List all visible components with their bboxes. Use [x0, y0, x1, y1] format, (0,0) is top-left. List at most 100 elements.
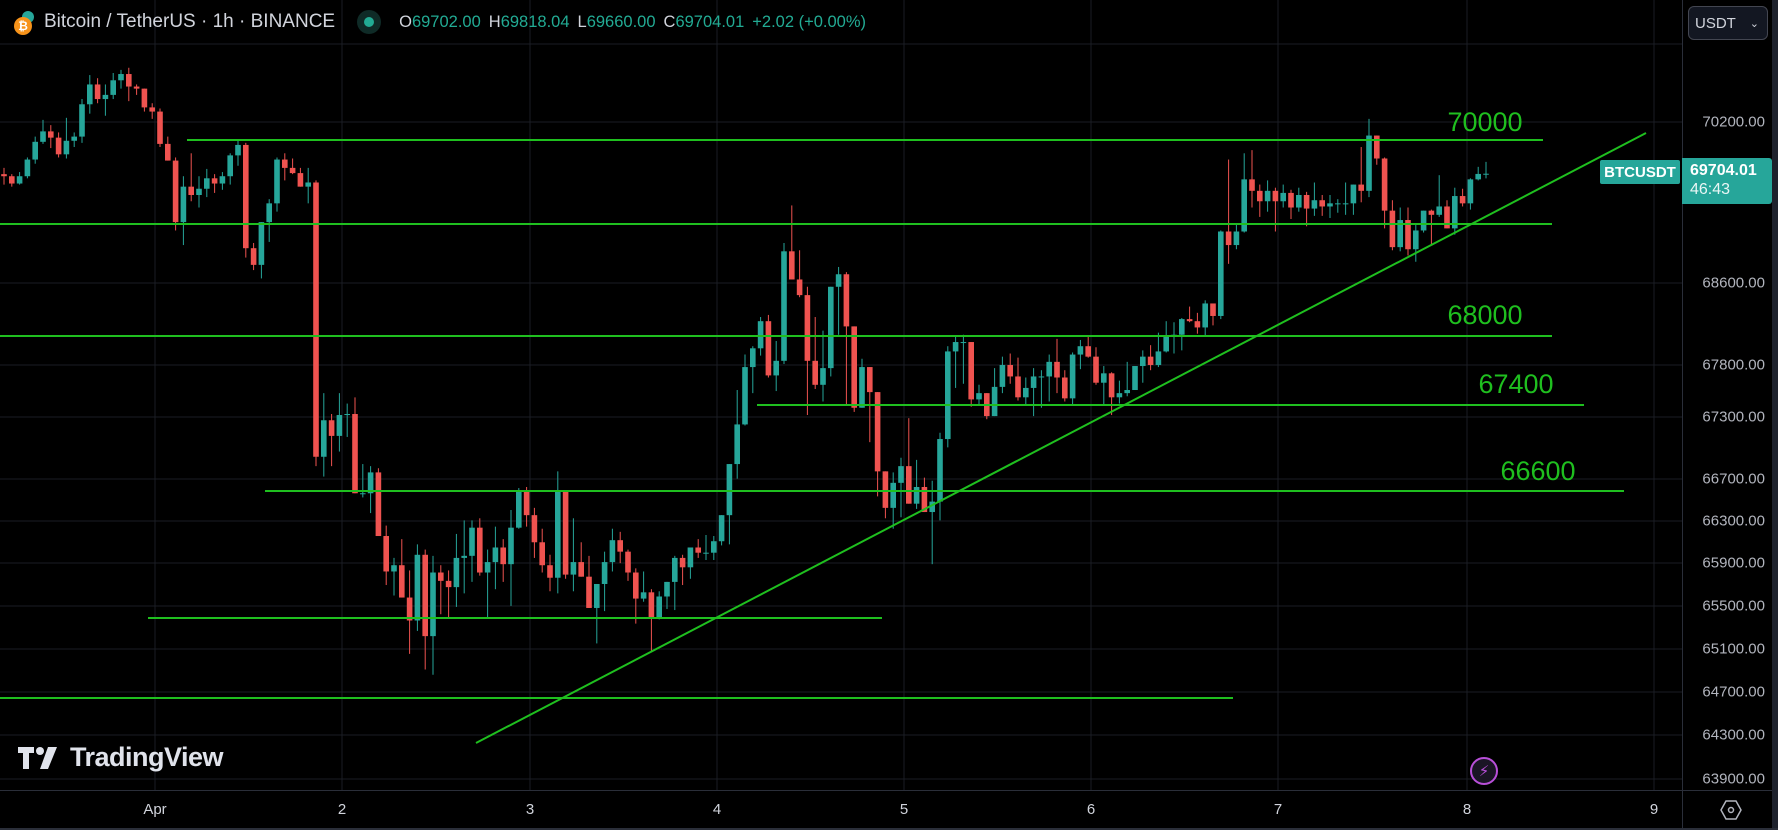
candle: [1280, 184, 1286, 208]
candle: [656, 591, 662, 620]
candle: [9, 174, 15, 187]
candle: [1062, 370, 1068, 402]
candle: [414, 544, 421, 631]
chart-settings-button[interactable]: [1682, 790, 1778, 829]
candle: [1483, 161, 1489, 179]
candle: [16, 172, 23, 185]
candle: [1069, 352, 1076, 406]
candle: [890, 472, 896, 529]
candle: [102, 84, 109, 116]
candle: [453, 533, 460, 607]
candle: [1202, 300, 1208, 336]
candle: [344, 403, 350, 437]
price-axis-label: 66300.00: [1702, 512, 1765, 530]
candle: [1210, 303, 1216, 326]
candle: [742, 354, 748, 426]
candle: [594, 583, 600, 644]
symbol-legend[interactable]: ₿ Bitcoin / TetherUS · 1h · BINANCE O697…: [10, 8, 866, 36]
candle: [960, 334, 967, 384]
level-label[interactable]: 70000: [1447, 107, 1523, 137]
candle: [297, 167, 304, 187]
price-axis-label: 63900.00: [1702, 770, 1765, 788]
candle: [1147, 345, 1154, 371]
candle: [321, 393, 327, 477]
candle: [851, 326, 857, 412]
candle: [1108, 372, 1115, 416]
tradingview-logo[interactable]: TradingView: [18, 742, 224, 773]
candle: [1296, 187, 1302, 212]
chart-pane[interactable]: ₿ Bitcoin / TetherUS · 1h · BINANCE O697…: [0, 0, 1682, 790]
candle: [118, 69, 124, 89]
time-axis[interactable]: Apr 2 3 4 5 6 7 8 9: [0, 790, 1682, 829]
candle: [1038, 370, 1045, 408]
candle: [375, 468, 382, 537]
candle: [1171, 322, 1177, 354]
market-open-dot-icon[interactable]: [357, 10, 382, 34]
price-axis-label: 66700.00: [1702, 470, 1765, 488]
candle: [1132, 366, 1138, 391]
candle: [1015, 357, 1021, 401]
lightning-bolt-icon[interactable]: ⚡: [1470, 757, 1498, 785]
level-label[interactable]: 68000: [1447, 300, 1523, 330]
candle: [789, 205, 795, 280]
candle: [617, 531, 623, 564]
candle: [1225, 159, 1232, 264]
candle: [1233, 224, 1240, 250]
candle: [539, 528, 545, 573]
candle: [399, 539, 405, 598]
candle: [484, 549, 491, 619]
time-axis-label: Apr: [143, 801, 167, 818]
level-label[interactable]: 67400: [1478, 369, 1554, 399]
candle: [360, 464, 366, 498]
candle: [1358, 147, 1364, 203]
candle: [165, 136, 171, 161]
candle: [859, 358, 865, 408]
time-axis-label: 8: [1462, 801, 1472, 818]
candle: [180, 176, 187, 246]
tradingview-logo-icon: [18, 746, 57, 769]
price-axis-label: 65500.00: [1702, 597, 1765, 615]
candle: [1405, 207, 1411, 256]
price-axis-label: 65900.00: [1702, 554, 1765, 572]
ohlc-change: +2.02 (+0.00%): [752, 12, 867, 31]
symbol-title[interactable]: Bitcoin / TetherUS · 1h · BINANCE: [44, 11, 336, 32]
candle: [601, 551, 608, 612]
bitcoin-icon: ₿: [10, 9, 36, 35]
ohlc-open: O69702.00: [399, 12, 481, 31]
candle: [687, 547, 694, 579]
candle: [625, 549, 631, 581]
candle: [211, 174, 218, 193]
trendline[interactable]: [475, 132, 1647, 744]
candle: [243, 142, 249, 258]
candle: [640, 571, 647, 602]
candle: [1093, 347, 1099, 385]
candle: [882, 471, 889, 519]
candlestick-chart[interactable]: [0, 0, 1682, 790]
candle: [1, 167, 7, 185]
price-axis-label: 65100.00: [1702, 640, 1765, 658]
candle: [726, 464, 733, 545]
candle: [812, 317, 818, 389]
candle: [492, 526, 499, 590]
candle: [929, 480, 935, 565]
candle: [531, 507, 538, 558]
candle: [765, 314, 772, 378]
last-price-label: 69704.01 46:43: [1682, 158, 1772, 204]
candle: [633, 568, 639, 624]
price-axis[interactable]: 70200.00 68600.00 67800.00 67300.00 66700.00…: [1682, 0, 1778, 790]
candle: [71, 132, 77, 148]
currency-select[interactable]: USDT ⌄: [1688, 6, 1768, 40]
candle: [1023, 377, 1029, 405]
candle: [63, 117, 70, 159]
level-label[interactable]: 66600: [1500, 456, 1576, 486]
price-axis-label: 70200.00: [1702, 113, 1765, 131]
candle: [1186, 306, 1193, 323]
candle: [906, 418, 912, 504]
time-axis-label: 7: [1273, 801, 1283, 818]
candle: [664, 581, 670, 610]
candle: [1311, 182, 1318, 216]
time-axis-label: 3: [525, 801, 535, 818]
candle: [1046, 354, 1052, 402]
candle: [1459, 188, 1466, 207]
candle: [266, 199, 272, 242]
